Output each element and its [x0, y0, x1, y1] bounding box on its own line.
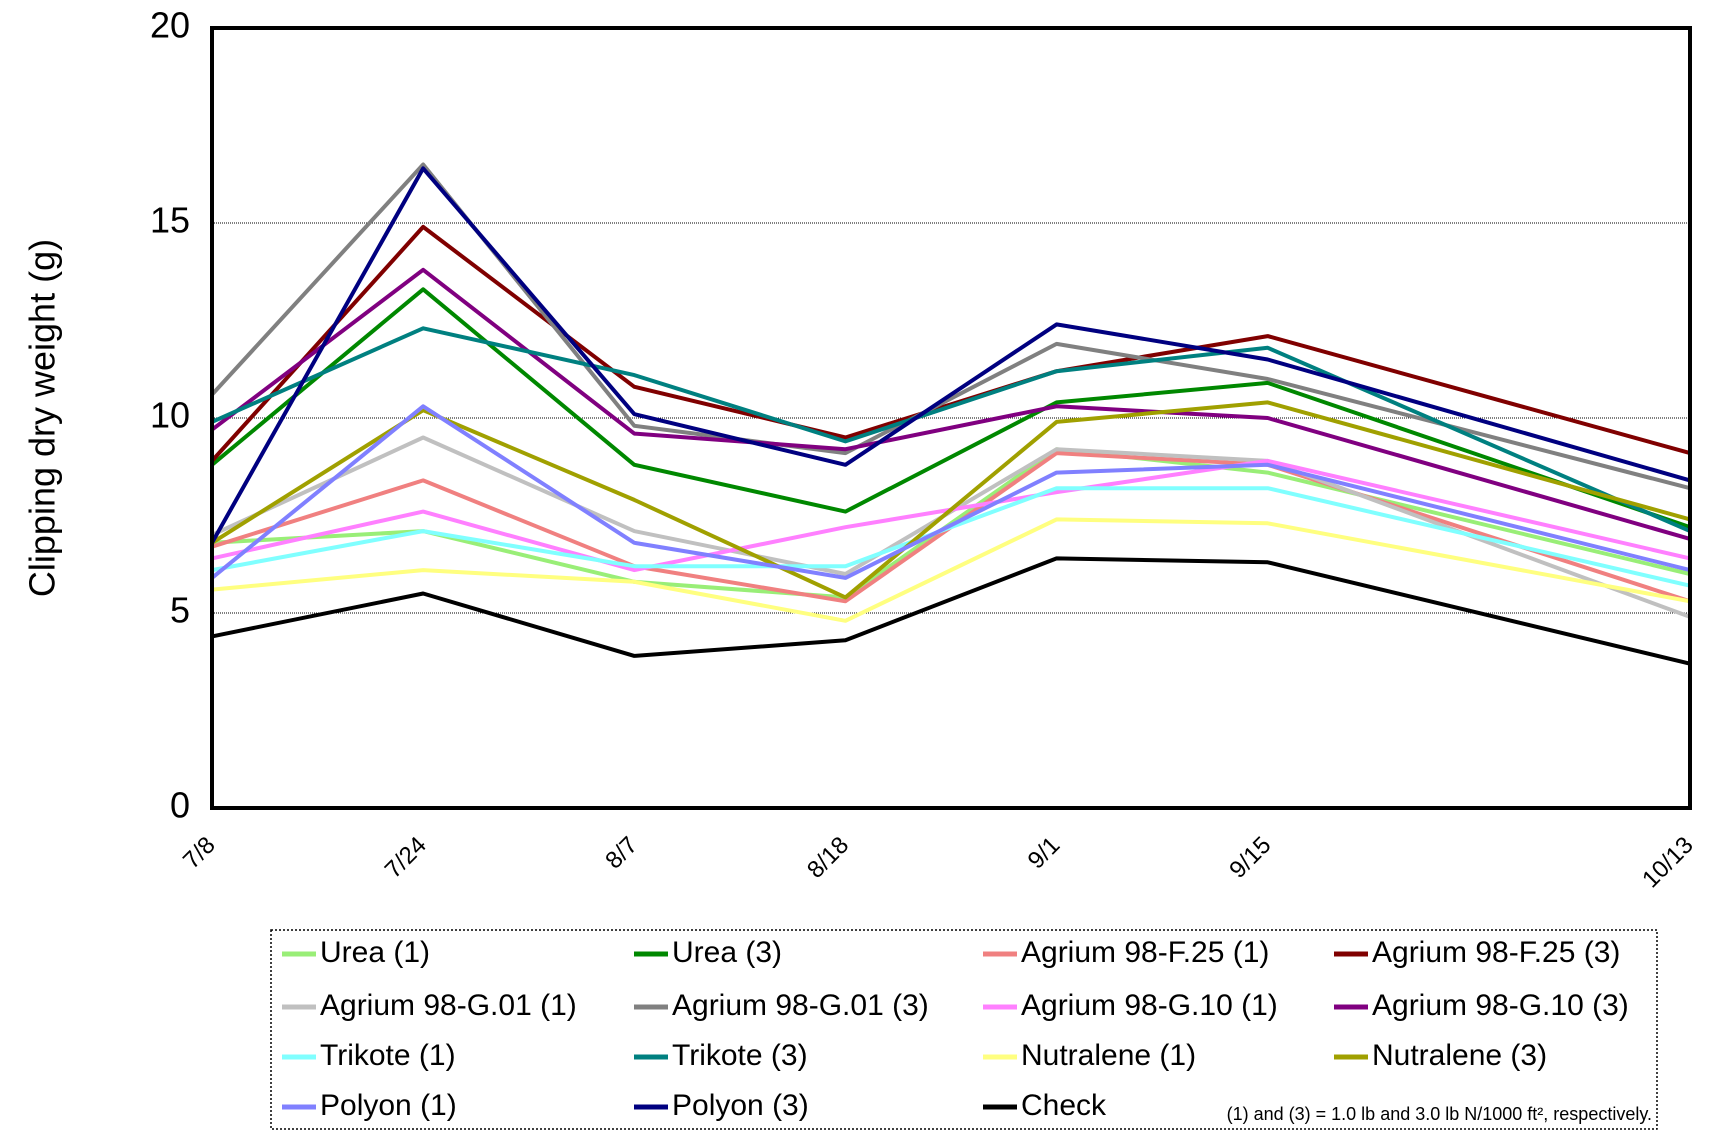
y-tick-label: 20 — [150, 5, 190, 46]
legend-label: Check — [1021, 1089, 1107, 1122]
x-tick-label: 9/1 — [1023, 832, 1066, 875]
legend-label: Nutralene (1) — [1021, 1039, 1196, 1072]
series-line — [210, 166, 1691, 544]
legend-label: Polyon (3) — [672, 1089, 809, 1122]
series-line — [210, 267, 1691, 541]
x-tick-label: 7/8 — [178, 832, 221, 875]
series-line — [210, 404, 1691, 580]
legend-label: Trikote (1) — [320, 1039, 456, 1072]
x-tick-label: 8/18 — [802, 832, 854, 884]
series-line — [211, 326, 1691, 533]
legend-label: Trikote (3) — [672, 1039, 808, 1072]
legend-label: Nutralene (3) — [1372, 1039, 1547, 1072]
y-tick-label: 5 — [170, 590, 190, 631]
y-tick-label: 0 — [170, 785, 190, 826]
legend-label: Agrium 98-G.01 (1) — [320, 989, 577, 1022]
legend-label: Agrium 98-G.10 (3) — [1372, 989, 1629, 1022]
legend-label: Agrium 98-G.10 (1) — [1021, 989, 1278, 1022]
legend-label: Polyon (1) — [320, 1089, 457, 1122]
series-line — [211, 517, 1691, 623]
legend-label: Urea (1) — [320, 936, 430, 969]
series-line — [211, 556, 1691, 666]
legend-label: Urea (3) — [672, 936, 782, 969]
legend-label: Agrium 98-F.25 (1) — [1021, 936, 1269, 969]
y-tick-label: 10 — [150, 395, 190, 436]
legend-box — [270, 929, 1658, 1130]
legend-note: (1) and (3) = 1.0 lb and 3.0 lb N/1000 f… — [1227, 1104, 1652, 1124]
y-axis-label: Clipping dry weight (g) — [22, 239, 63, 597]
series-line — [210, 162, 1691, 491]
y-tick-label: 15 — [150, 200, 190, 241]
legend-label: Agrium 98-G.01 (3) — [672, 989, 929, 1022]
x-tick-label: 8/7 — [600, 832, 643, 875]
x-tick-label: 10/13 — [1637, 832, 1699, 894]
x-tick-label: 7/24 — [380, 832, 432, 884]
series-line — [210, 400, 1691, 600]
legend-label: Agrium 98-F.25 (3) — [1372, 936, 1620, 969]
series-line — [210, 287, 1691, 530]
series-line — [210, 224, 1691, 463]
series-line — [211, 458, 1691, 573]
x-tick-label: 9/15 — [1224, 832, 1276, 884]
plot-frame — [210, 26, 1692, 810]
series-line — [211, 486, 1691, 588]
